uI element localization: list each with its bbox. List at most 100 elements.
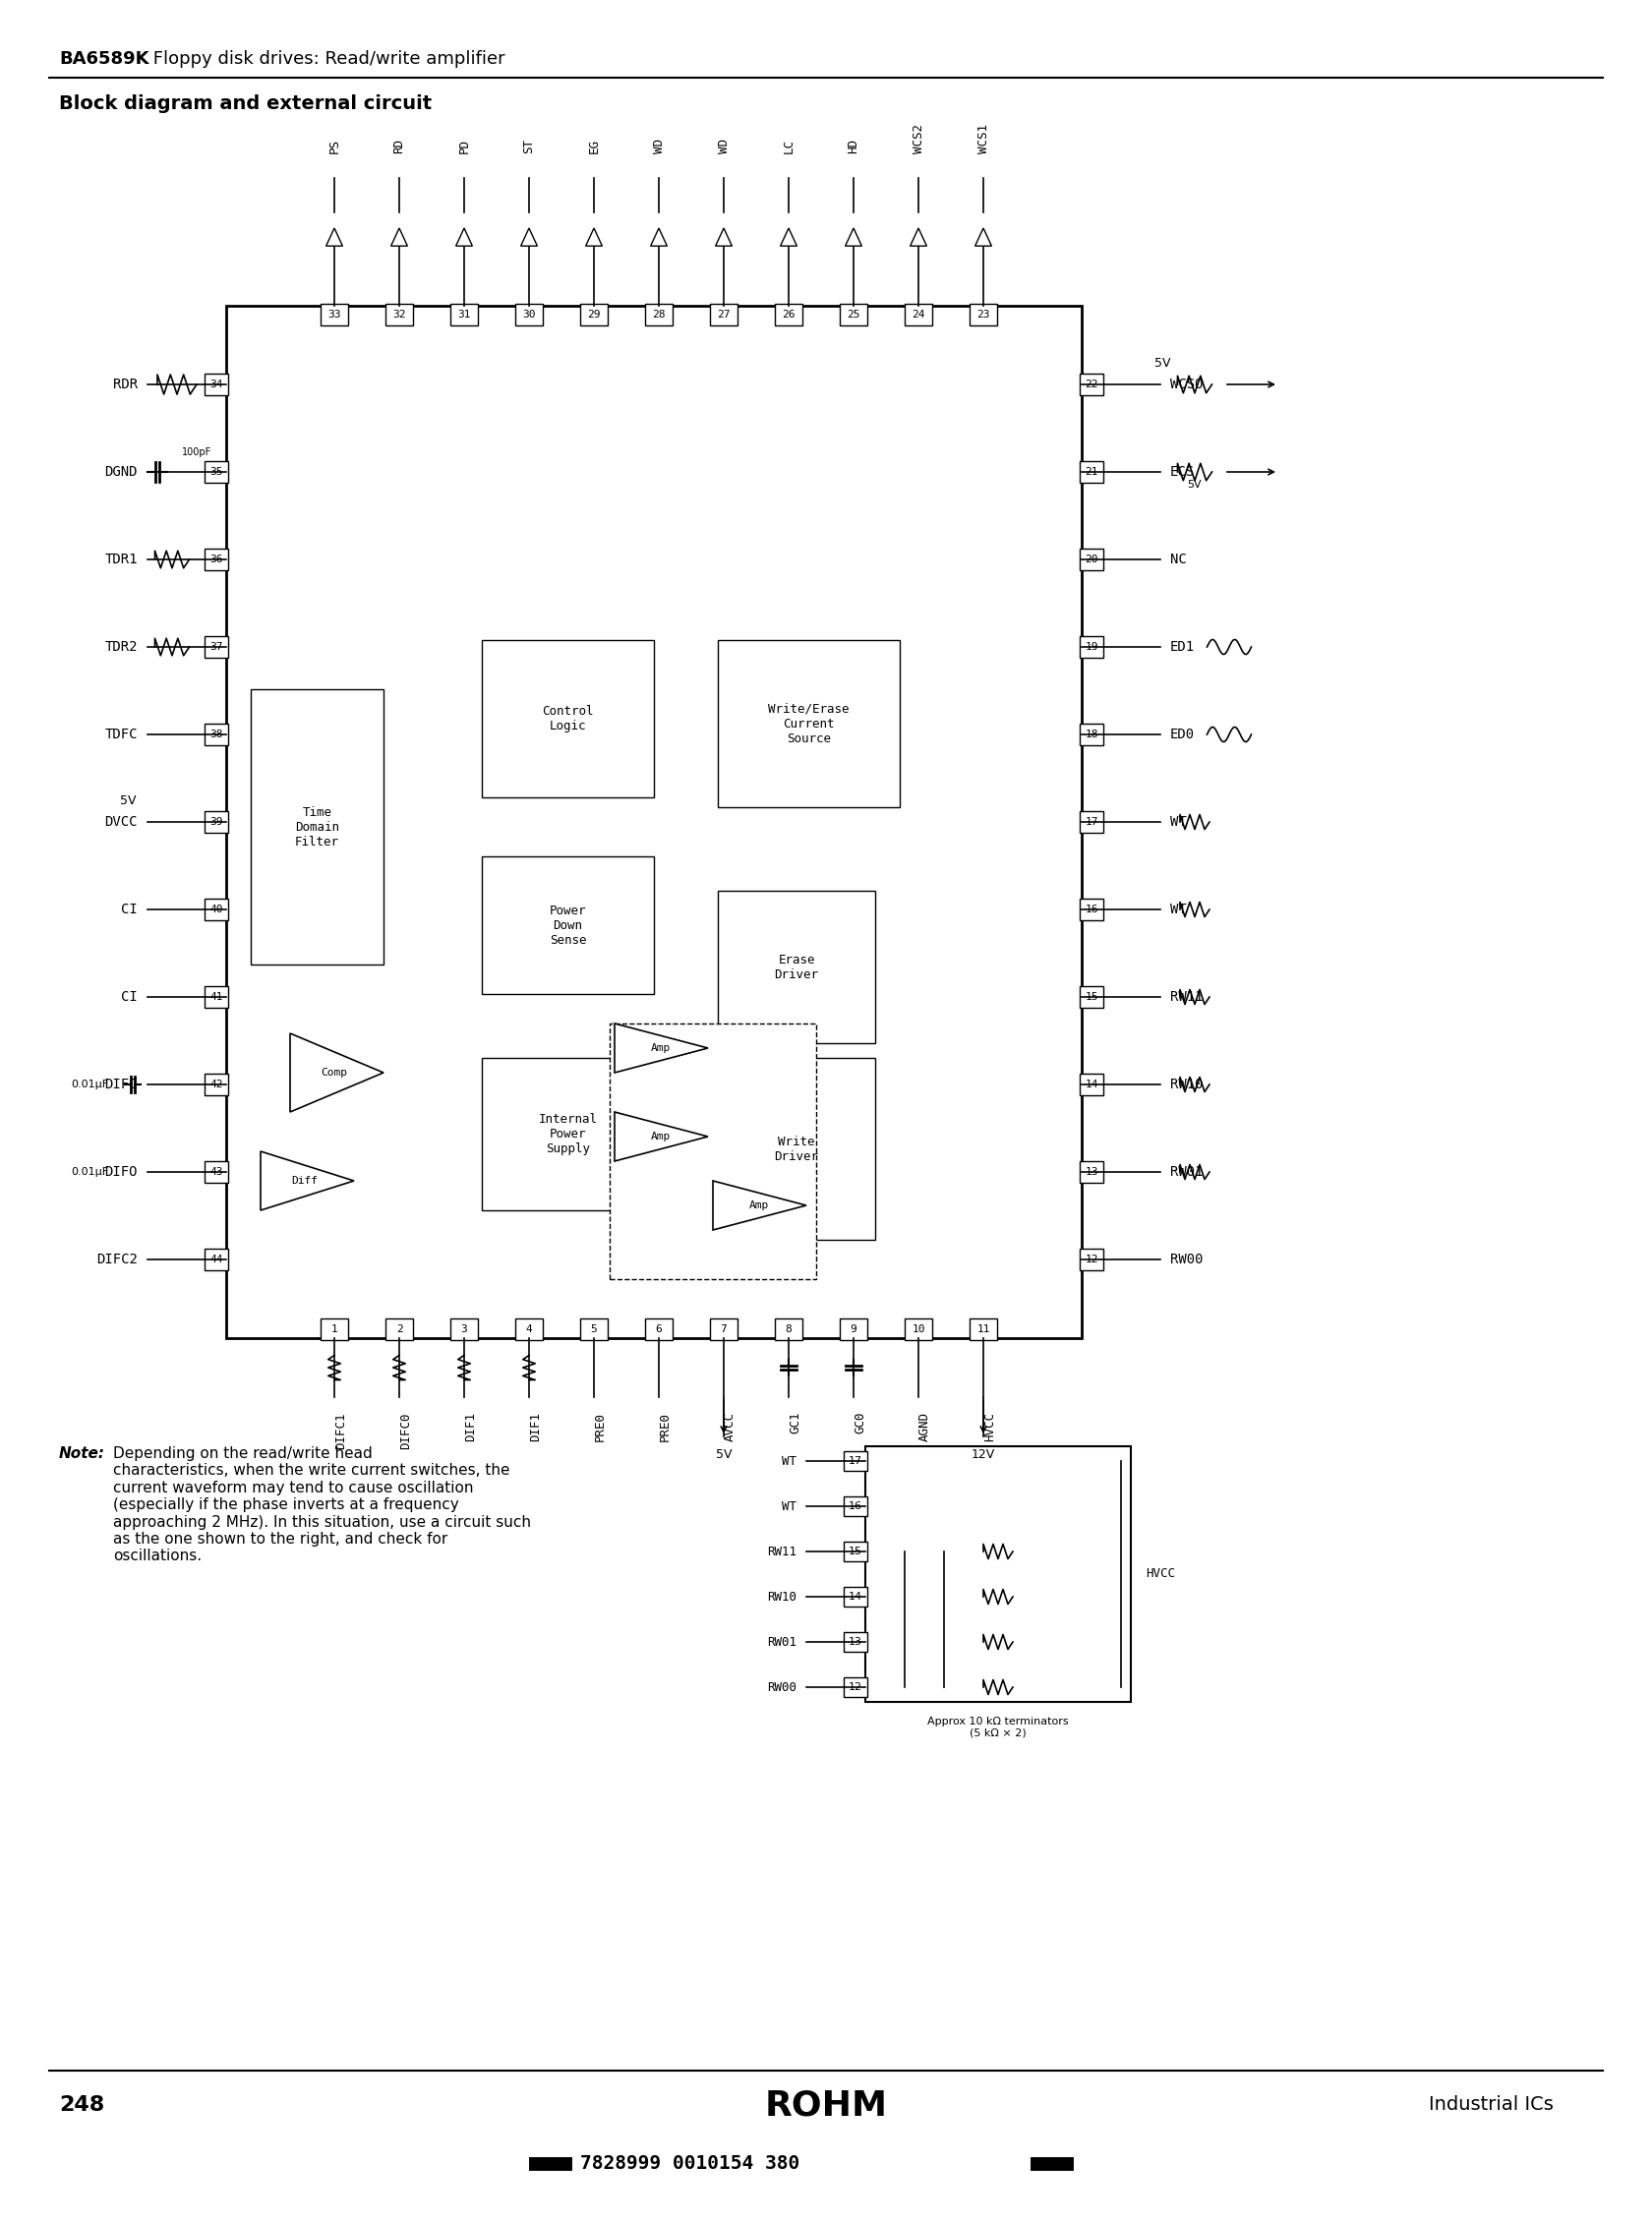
Bar (482, 856, 654, 994)
Polygon shape (780, 229, 796, 247)
Text: ED1: ED1 (1170, 640, 1194, 654)
Text: Time
Domain
Filter: Time Domain Filter (296, 805, 339, 847)
Text: 10: 10 (912, 1325, 925, 1334)
Text: 37: 37 (210, 642, 223, 651)
Polygon shape (975, 229, 991, 247)
Text: 26: 26 (781, 309, 795, 320)
Text: 7828999 0010154 380: 7828999 0010154 380 (580, 2154, 800, 2174)
Bar (205, 898, 228, 920)
Text: ECS: ECS (1170, 465, 1194, 478)
Bar (226, 307, 1082, 1338)
Text: 27: 27 (717, 309, 730, 320)
Text: Floppy disk drives: Read/write amplifier: Floppy disk drives: Read/write amplifier (147, 51, 506, 69)
Text: 6: 6 (656, 1325, 662, 1334)
Bar (205, 725, 228, 745)
Text: RW11: RW11 (1170, 989, 1203, 1005)
Bar (1080, 373, 1104, 396)
Text: WCS2: WCS2 (912, 124, 925, 153)
Text: DIFC2: DIFC2 (96, 1252, 137, 1267)
Bar (451, 1318, 477, 1340)
Text: 15: 15 (1085, 991, 1099, 1003)
Bar (580, 305, 608, 325)
Text: NC: NC (1170, 554, 1186, 567)
Text: 14: 14 (1085, 1080, 1099, 1089)
Bar (320, 305, 349, 325)
Text: Note:: Note: (59, 1447, 106, 1461)
Bar (610, 1023, 816, 1278)
Bar (775, 1318, 803, 1340)
Bar (320, 1318, 349, 1340)
Text: BA6589K: BA6589K (59, 51, 149, 69)
Text: 0.01μF: 0.01μF (71, 1080, 107, 1089)
Bar (905, 1318, 932, 1340)
Text: WD: WD (717, 138, 730, 153)
Text: RW01: RW01 (1170, 1165, 1203, 1178)
Text: Approx 10 kΩ terminators
(5 kΩ × 2): Approx 10 kΩ terminators (5 kΩ × 2) (927, 1716, 1069, 1738)
Bar (710, 1318, 737, 1340)
Bar (844, 1632, 867, 1652)
Bar (205, 1249, 228, 1269)
Bar (644, 305, 672, 325)
Bar (866, 1447, 1132, 1703)
Bar (1080, 987, 1104, 1007)
Text: 17: 17 (1085, 818, 1099, 827)
Text: 12: 12 (849, 1683, 862, 1692)
Text: WCS1: WCS1 (976, 124, 990, 153)
Bar (1080, 549, 1104, 571)
Text: 30: 30 (522, 309, 535, 320)
Bar (844, 1587, 867, 1607)
Bar (844, 1496, 867, 1516)
Text: CI: CI (121, 989, 137, 1005)
Bar (970, 1318, 998, 1340)
Text: 248: 248 (59, 2096, 104, 2114)
Text: 5V: 5V (1188, 480, 1203, 489)
Text: 1: 1 (330, 1325, 337, 1334)
Text: AVCC: AVCC (724, 1412, 737, 1441)
Text: 38: 38 (210, 729, 223, 740)
Text: PD: PD (458, 138, 471, 153)
Bar (970, 305, 998, 325)
Polygon shape (261, 1152, 354, 1209)
Bar (1080, 898, 1104, 920)
Bar (644, 1318, 672, 1340)
Text: WCSO: WCSO (1170, 378, 1203, 391)
Text: RDR: RDR (112, 378, 137, 391)
Text: AGND: AGND (919, 1412, 932, 1441)
Text: 32: 32 (393, 309, 406, 320)
Bar (844, 1678, 867, 1696)
Text: RW10: RW10 (767, 1589, 796, 1603)
Text: 33: 33 (327, 309, 340, 320)
Text: 42: 42 (210, 1080, 223, 1089)
Text: 9: 9 (851, 1325, 857, 1334)
Text: 12: 12 (1085, 1254, 1099, 1265)
Text: 13: 13 (849, 1636, 862, 1647)
Text: ROHM: ROHM (765, 2087, 887, 2121)
Text: 36: 36 (210, 554, 223, 565)
Text: PRE0: PRE0 (595, 1412, 606, 1441)
Text: Block diagram and external circuit: Block diagram and external circuit (59, 93, 431, 113)
Bar (719, 891, 876, 1043)
Text: 2: 2 (396, 1325, 403, 1334)
Text: 5V: 5V (119, 794, 135, 807)
Text: DIFC1: DIFC1 (334, 1412, 347, 1449)
Text: DGND: DGND (104, 465, 137, 478)
Polygon shape (651, 229, 667, 247)
Text: Depending on the read/write head
characteristics, when the write current switche: Depending on the read/write head charact… (112, 1447, 530, 1563)
Polygon shape (715, 229, 732, 247)
Text: 16: 16 (1085, 905, 1099, 914)
Bar (905, 305, 932, 325)
Polygon shape (615, 1112, 709, 1160)
Bar (1080, 1249, 1104, 1269)
Bar (1080, 1160, 1104, 1183)
Bar (251, 689, 383, 965)
Text: DIFO: DIFO (104, 1165, 137, 1178)
Bar (205, 549, 228, 571)
Text: RW00: RW00 (767, 1681, 796, 1694)
Text: Industrial ICs: Industrial ICs (1429, 2096, 1553, 2114)
Text: DIF1: DIF1 (464, 1412, 477, 1441)
Text: 4: 4 (525, 1325, 532, 1334)
Text: 23: 23 (976, 309, 990, 320)
Text: DIFC0: DIFC0 (400, 1412, 411, 1449)
Polygon shape (392, 229, 408, 247)
Text: LC: LC (783, 138, 795, 153)
